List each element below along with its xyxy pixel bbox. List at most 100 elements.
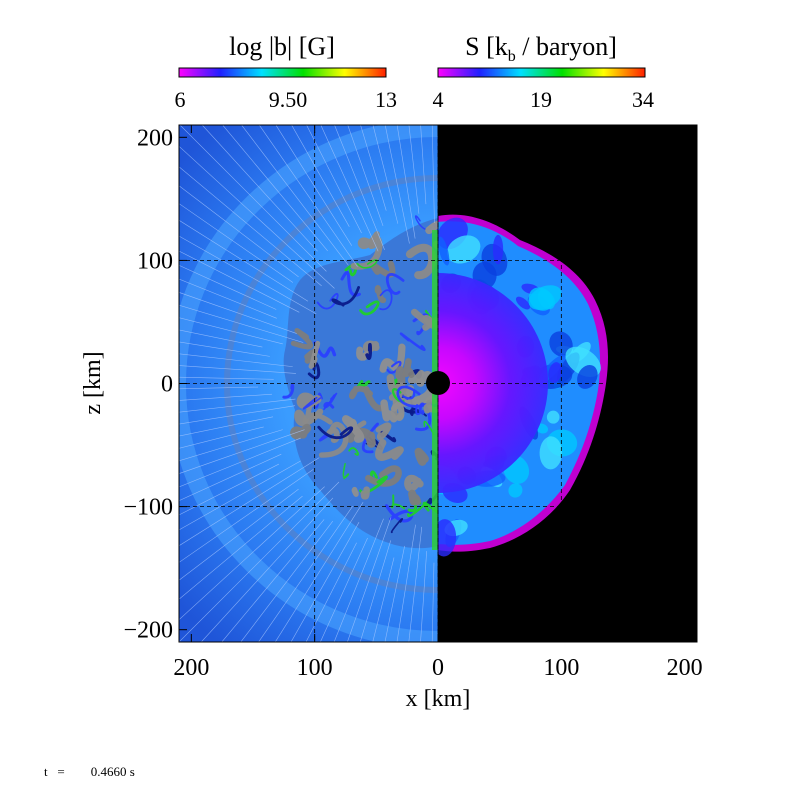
field-line-segment <box>290 328 313 350</box>
colorbar-strip-magnetic-field <box>178 67 387 78</box>
field-line-segment <box>294 408 324 427</box>
field-line-segment <box>344 263 358 277</box>
y-tick-label: 100 <box>137 248 173 274</box>
field-line <box>201 125 318 252</box>
field-line-segment <box>384 504 414 523</box>
field-line-segment <box>360 486 370 500</box>
y-tick-label: 0 <box>161 372 173 398</box>
field-line-segment <box>326 427 340 443</box>
field-line-segment <box>390 518 403 534</box>
field-line <box>334 125 385 250</box>
y-tick-label: 200 <box>137 125 173 151</box>
field-line-segment <box>408 489 422 506</box>
field-line <box>222 125 328 252</box>
field-line-segment <box>290 423 312 440</box>
panel-magnetic-field <box>179 125 438 642</box>
field-line <box>179 278 277 319</box>
field-line <box>179 341 270 357</box>
field-line-segment <box>415 404 425 416</box>
field-line <box>179 426 264 449</box>
field-line <box>179 429 305 474</box>
field-line <box>360 125 387 211</box>
field-line-segment <box>356 346 371 361</box>
x-tick-label: 0 <box>432 655 444 681</box>
field-line <box>179 486 325 621</box>
field-line <box>179 481 340 642</box>
entropy-plume <box>546 410 560 424</box>
field-line <box>179 453 282 501</box>
field-line-segment <box>323 394 336 409</box>
field-line <box>179 416 274 437</box>
field-line-segment <box>375 439 404 461</box>
x-axis-ticks: 200 100 0 100 200 <box>173 125 703 681</box>
x-tick-label: 100 <box>543 655 579 681</box>
field-line-segment <box>404 474 424 492</box>
field-line-segment <box>350 235 383 270</box>
field-line-segment <box>282 383 295 399</box>
field-line-segment <box>380 399 398 423</box>
field-line <box>275 125 352 246</box>
field-line-segment <box>370 260 396 278</box>
protoneutron-star-left <box>426 371 438 395</box>
y-tick-label: −100 <box>123 495 173 521</box>
field-line <box>179 405 296 425</box>
field-line <box>179 265 277 310</box>
colorbar-title-magnetic-field: log |b| [G] <box>229 32 335 61</box>
field-line <box>274 502 364 642</box>
field-line <box>179 166 322 287</box>
time-value: 0.4660 s <box>90 764 135 779</box>
entropy-plume <box>492 234 504 265</box>
field-line-segment <box>342 415 365 443</box>
field-line-segment <box>365 342 373 360</box>
field-line <box>240 521 333 642</box>
x-tick-label: 200 <box>173 655 209 681</box>
field-line-segment <box>396 385 432 408</box>
field-line-segment <box>308 340 321 369</box>
colorbar-title-entropy: S [kb / baryon] <box>465 32 617 65</box>
field-line <box>179 457 320 547</box>
field-line-segment <box>379 289 393 310</box>
field-line-segment <box>331 286 361 307</box>
colorbar-tick-magnetic-field: 6 <box>175 87 186 112</box>
field-line-segment <box>317 425 354 440</box>
field-line <box>179 460 301 531</box>
field-line-rays <box>179 125 435 642</box>
time-label: t <box>44 764 48 779</box>
field-line <box>179 376 274 380</box>
field-line-segment <box>359 300 380 316</box>
field-line <box>420 551 427 642</box>
field-line <box>396 524 416 642</box>
field-line <box>179 219 309 302</box>
entropy-plume <box>515 296 531 310</box>
field-line-segment <box>399 332 426 352</box>
field-line <box>179 329 263 348</box>
field-line <box>179 488 299 581</box>
colorbar-tick-entropy: 34 <box>632 87 654 112</box>
field-line-segment <box>391 402 405 421</box>
field-line-segment <box>407 369 425 385</box>
entropy-plume <box>446 235 481 264</box>
field-line <box>291 125 350 227</box>
field-line-segment <box>374 285 387 304</box>
entropy-plume <box>438 236 450 266</box>
x-tick-label: 200 <box>667 655 703 681</box>
field-line <box>241 125 349 266</box>
protoneutron-star-right <box>438 371 450 395</box>
field-line <box>179 469 314 563</box>
field-line <box>179 365 297 374</box>
field-line <box>179 292 297 334</box>
field-line <box>290 522 360 642</box>
y-tick-label: −200 <box>123 618 173 644</box>
field-line <box>359 540 392 642</box>
field-line <box>179 185 299 278</box>
field-line <box>431 562 435 642</box>
entropy-plume <box>548 362 562 384</box>
field-line <box>179 463 280 516</box>
field-line <box>179 495 303 600</box>
field-line <box>384 545 405 642</box>
field-line-segment <box>302 400 333 425</box>
field-line-segment <box>357 379 371 389</box>
field-line <box>179 317 283 345</box>
colorbar-strip-entropy <box>437 67 646 78</box>
